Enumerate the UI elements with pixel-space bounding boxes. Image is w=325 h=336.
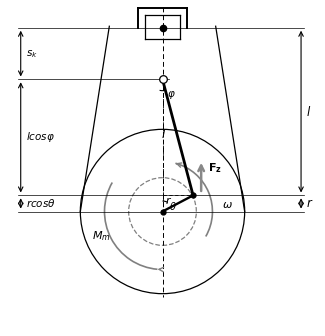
Text: $l$: $l$ <box>306 104 311 119</box>
Text: $\theta$: $\theta$ <box>169 200 177 212</box>
Text: $\varphi$: $\varphi$ <box>167 89 176 101</box>
Text: $\omega$: $\omega$ <box>222 200 233 210</box>
Text: $lcos\varphi$: $lcos\varphi$ <box>26 130 55 144</box>
Text: $s_k$: $s_k$ <box>26 48 37 59</box>
Text: $rcos\theta$: $rcos\theta$ <box>26 198 56 209</box>
Text: $\mathbf{F_z}$: $\mathbf{F_z}$ <box>208 161 222 175</box>
Text: $l$: $l$ <box>161 128 166 140</box>
Text: $r$: $r$ <box>164 195 172 206</box>
Text: $M_m$: $M_m$ <box>92 229 110 243</box>
Text: $r$: $r$ <box>306 197 313 210</box>
